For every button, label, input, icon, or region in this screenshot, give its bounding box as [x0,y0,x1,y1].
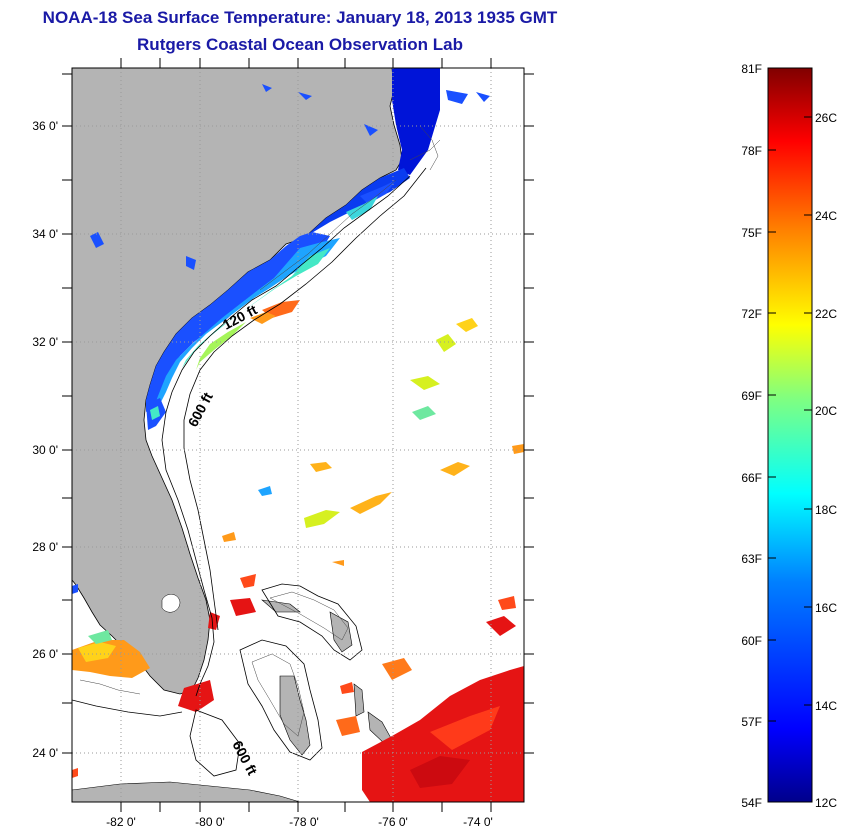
sst-florida-bay-patch [72,584,150,778]
lat-label-26: 26 0' [32,647,58,661]
cb-f-60: 60F [741,634,762,648]
colorbar-celsius-labels: 26C 24C 22C 20C 18C 16C 14C 12C [815,111,837,810]
cb-f-69: 69F [741,389,762,403]
cb-f-72: 72F [741,307,762,321]
cuba-north [72,781,301,802]
cb-f-63: 63F [741,552,762,566]
lon-label-78: -78 0' [289,815,319,829]
lat-label-28: 28 0' [32,540,58,554]
cb-f-66: 66F [741,471,762,485]
cb-c-22: 22C [815,307,837,321]
map-tick-marks [62,58,534,812]
longitude-labels: -82 0' -80 0' -78 0' -76 0' -74 0' [106,815,493,829]
lake-okeechobee [161,594,181,613]
cb-f-54: 54F [741,796,762,810]
lat-label-32: 32 0' [32,335,58,349]
cb-f-81: 81F [741,62,762,76]
map-title: NOAA-18 Sea Surface Temperature: January… [42,8,558,27]
lon-label-74: -74 0' [463,815,493,829]
sst-coastal-cold-band [146,68,440,412]
lon-label-82: -82 0' [106,815,136,829]
lat-label-24: 24 0' [32,746,58,760]
sst-cold-speckles [90,84,490,430]
lon-label-76: -76 0' [378,815,408,829]
cb-f-78: 78F [741,144,762,158]
cb-c-16: 16C [815,601,837,615]
isobath-600ft [72,167,427,777]
lon-label-80: -80 0' [195,815,225,829]
cb-f-75: 75F [741,226,762,240]
bahamas-abaco [329,611,353,653]
sst-colorbar [767,67,813,803]
sst-southern-warm-patches [178,574,524,802]
lat-label-30: 30 0' [32,443,58,457]
cb-c-26: 26C [815,111,837,125]
map-graticule [72,68,524,802]
lat-label-36: 36 0' [32,119,58,133]
colorbar-fahrenheit-labels: 81F 78F 75F 72F 69F 66F 63F 60F 57F 54F [741,62,762,810]
latitude-labels: 36 0' 34 0' 32 0' 30 0' 28 0' 26 0' 24 0… [32,119,58,760]
map-subtitle: Rutgers Coastal Ocean Observation Lab [137,35,463,54]
colorbar-ticks [768,116,812,722]
lat-label-34: 34 0' [32,227,58,241]
bahamas-eleuthera [353,683,365,717]
bathymetry-detail-lines [79,125,441,737]
cb-c-12: 12C [815,796,837,810]
isobath-120ft [161,175,411,697]
cb-c-14: 14C [815,699,837,713]
cb-f-57: 57F [741,715,762,729]
cb-c-24: 24C [815,209,837,223]
cb-c-18: 18C [815,503,837,517]
cb-c-20: 20C [815,404,837,418]
sst-gulf-stream-warm [222,300,524,566]
